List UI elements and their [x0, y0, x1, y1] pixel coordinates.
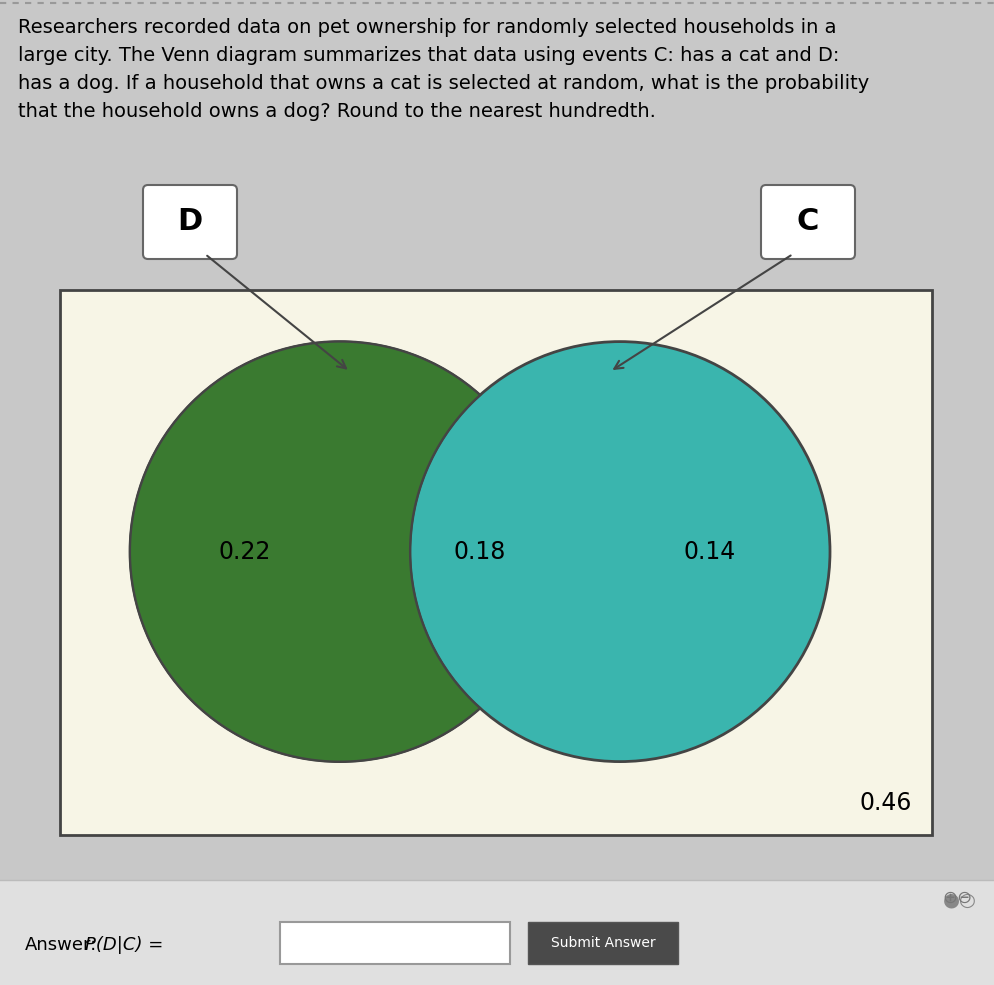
Text: 0.46: 0.46	[859, 791, 911, 815]
Text: D: D	[177, 208, 203, 236]
Bar	[279, 922, 510, 964]
Circle shape	[410, 342, 829, 761]
Text: Answer:: Answer:	[25, 936, 97, 954]
Text: 0.18: 0.18	[453, 540, 506, 563]
Bar	[60, 290, 931, 835]
Text: ●○: ●○	[942, 890, 976, 909]
Text: 0.14: 0.14	[683, 540, 736, 563]
Bar	[0, 880, 994, 985]
FancyBboxPatch shape	[143, 185, 237, 259]
FancyBboxPatch shape	[760, 185, 854, 259]
Text: C: C	[796, 208, 818, 236]
Circle shape	[130, 342, 550, 761]
Text: ⊕⊖: ⊕⊖	[942, 889, 972, 907]
Polygon shape	[130, 342, 479, 761]
Text: 0.22: 0.22	[219, 540, 271, 563]
Bar	[528, 922, 677, 964]
Text: Submit Answer: Submit Answer	[550, 936, 655, 950]
Text: P(D|C) =: P(D|C) =	[84, 936, 163, 954]
Text: Researchers recorded data on pet ownership for randomly selected households in a: Researchers recorded data on pet ownersh…	[18, 18, 869, 121]
